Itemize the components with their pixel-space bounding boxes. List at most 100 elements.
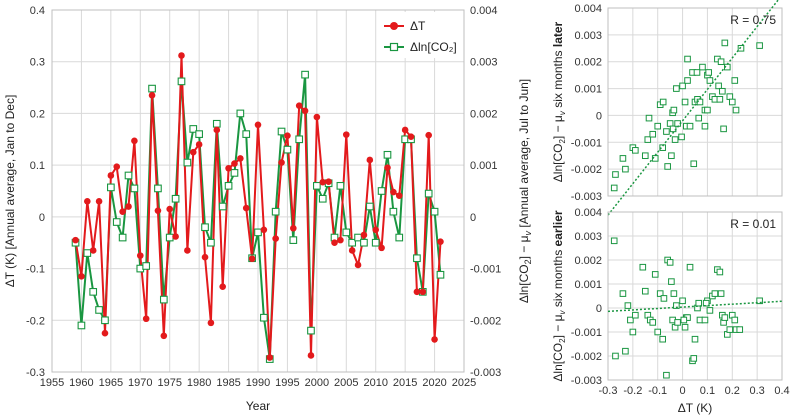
- co2-data-point: [101, 316, 109, 325]
- sc2-x-tick-label: 0.4: [774, 385, 789, 397]
- dT-data-point: [119, 208, 126, 215]
- dT-data-point: [166, 205, 174, 213]
- co2-data-point: [189, 125, 198, 133]
- sc1-ylabel-sub-v: v: [558, 110, 567, 115]
- co2-data-point: [313, 181, 321, 190]
- sc1-y-tick-label: -0.002: [571, 164, 602, 176]
- sc2-data-point: [695, 299, 703, 307]
- sc1-data-point: [705, 69, 712, 76]
- main-right-y-tick-label: -0.003: [470, 367, 501, 379]
- sc2-x-tick-label: 0: [680, 385, 686, 397]
- co2-data-point: [218, 202, 227, 211]
- co2-data-point: [383, 150, 392, 159]
- sc2-data-point: [624, 302, 632, 309]
- sc1-data-point: [720, 125, 727, 133]
- co2-data-point: [371, 238, 380, 247]
- main-x-tick-label: 1980: [187, 377, 211, 389]
- co2-data-point: [242, 130, 251, 138]
- sc1-data-point: [731, 77, 739, 84]
- main-x-tick-label: 2025: [452, 377, 476, 389]
- main-left-y-tick-label: 0.3: [30, 57, 45, 69]
- dT-data-point: [107, 172, 115, 179]
- dT-data-point: [337, 236, 344, 244]
- sc1-y-tick-label: 0: [596, 110, 602, 122]
- dT-data-point: [401, 126, 409, 134]
- main-left-y-axis-label: ΔT (K) [Annual average, Jan to Dec]: [3, 95, 17, 288]
- dT-data-point: [195, 141, 203, 148]
- co2-data-point: [212, 119, 221, 128]
- co2-data-point: [336, 181, 345, 190]
- sc1-data-point: [612, 171, 619, 178]
- sc2-y-tick-label: -0.001: [571, 327, 602, 339]
- scatter-earlier-points: [610, 237, 763, 379]
- dT-data-point: [425, 131, 432, 139]
- dT-data-point: [231, 160, 238, 167]
- dT-data-point: [272, 235, 279, 242]
- scatter-earlier-x-tick-labels: -0.3 -0.2 -0.1 0 0.1 0.2 0.3 0.4: [599, 385, 790, 397]
- dT-data-point: [266, 354, 274, 361]
- dT-data-point: [184, 247, 191, 254]
- sc1-data-point: [673, 85, 680, 92]
- sc1-data-point: [669, 125, 677, 133]
- dT-data-point: [95, 198, 103, 205]
- main-x-tick-label: 2020: [422, 377, 446, 389]
- main-left-y-tick-label: -0.3: [26, 367, 45, 379]
- co2-data-point: [318, 194, 327, 203]
- sc2-data-point: [686, 263, 694, 271]
- sc2-data-point: [674, 319, 681, 326]
- main-right-y-tick-label: -0.001: [470, 264, 501, 276]
- sc2-data-point: [668, 278, 675, 285]
- scatter-earlier-panel: -0.003-0.002-0.00100.0010.0020.0030.004 …: [551, 207, 790, 415]
- sc2-data-point: [663, 371, 670, 379]
- main-right-y-tick-label: 0: [470, 212, 476, 224]
- sc2-y-tick-label: 0.003: [574, 231, 602, 243]
- co2-data-point: [413, 254, 421, 263]
- main-left-y-tick-label: -0.1: [26, 264, 45, 276]
- sc2-data-point: [702, 299, 710, 307]
- sc2-data-point: [622, 347, 629, 355]
- main-series-layer: [71, 52, 445, 363]
- sc2-ylabel-part-3: ] − μ: [551, 314, 565, 338]
- sc2-data-point: [721, 314, 729, 321]
- sc2-data-point: [619, 290, 627, 297]
- co2-data-point: [89, 287, 98, 296]
- legend-entry-dT: ΔT: [384, 19, 426, 33]
- main-x-tick-label: 1985: [216, 377, 240, 389]
- dT-data-point: [89, 247, 97, 254]
- co2-data-point: [201, 223, 209, 232]
- co2-data-point: [118, 233, 127, 242]
- right-ylabel-part-3: ] − μ: [517, 235, 531, 259]
- main-x-tick-label: 1970: [128, 377, 152, 389]
- sc2-y-tick-label: 0.002: [574, 255, 602, 267]
- dT-data-point: [254, 121, 262, 129]
- sc1-y-tick-label: 0.003: [574, 30, 602, 42]
- right-ylabel-part-5: [Annual average, Jul to Jun]: [517, 79, 531, 231]
- co2-data-point: [307, 326, 315, 335]
- sc1-y-tick-label: 0.004: [574, 3, 602, 15]
- sc1-data-point: [732, 106, 740, 114]
- dT-data-point: [248, 255, 256, 263]
- legend-dT-label: ΔT: [410, 19, 426, 33]
- dT-data-point: [131, 137, 138, 145]
- dT-data-point: [366, 156, 374, 164]
- sc1-ylabel-bold: later: [551, 21, 565, 47]
- sc2-data-point: [660, 295, 668, 302]
- sc2-ylabel-bold: earlier: [551, 210, 565, 246]
- sc1-data-point: [610, 184, 618, 192]
- main-x-tick-label: 2000: [305, 377, 329, 389]
- main-x-tick-label: 1990: [246, 377, 270, 389]
- sc2-data-point: [651, 271, 659, 278]
- dT-data-point: [207, 319, 215, 327]
- sc2-ylabel-sub-v: v: [558, 309, 567, 314]
- dT-data-point: [84, 198, 91, 205]
- dT-data-point: [348, 247, 356, 254]
- dT-data-point: [301, 107, 309, 115]
- co2-data-point: [154, 184, 162, 193]
- sc1-data-point: [706, 77, 714, 84]
- scatter-earlier-y-axis-label: Δln[CO2] − μv six months earlier: [551, 210, 567, 381]
- sc1-data-point: [690, 160, 698, 168]
- co2-data-point: [271, 207, 280, 216]
- co2-data-point: [177, 77, 186, 86]
- dT-data-point: [419, 288, 427, 296]
- sc2-data-point: [711, 290, 719, 297]
